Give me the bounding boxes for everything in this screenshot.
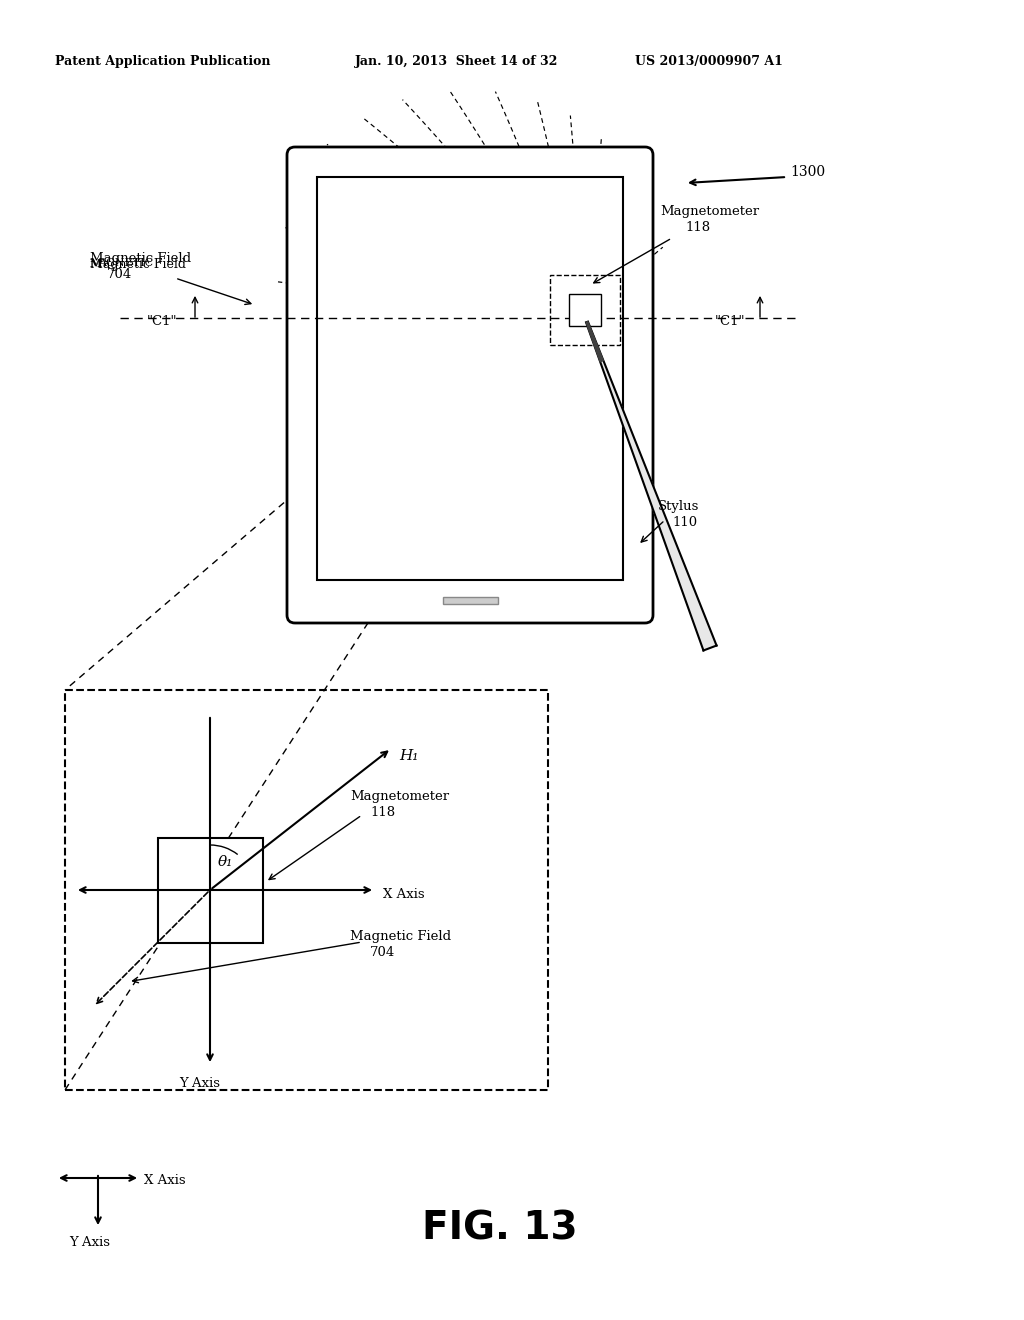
Bar <box>550 275 620 345</box>
Polygon shape <box>586 322 717 651</box>
Bar <box>158 837 262 942</box>
Text: "C1": "C1" <box>715 315 745 327</box>
Text: Magnetometer: Magnetometer <box>660 205 759 218</box>
FancyBboxPatch shape <box>287 147 653 623</box>
Text: X Axis: X Axis <box>383 887 425 900</box>
Text: Y Axis: Y Axis <box>179 1077 220 1090</box>
Bar <box>317 177 623 579</box>
Bar <box>442 597 498 605</box>
Text: Jan. 10, 2013  Sheet 14 of 32: Jan. 10, 2013 Sheet 14 of 32 <box>355 55 558 69</box>
Text: Magnetic Field: Magnetic Field <box>350 931 452 942</box>
Text: 118: 118 <box>685 220 710 234</box>
Text: Magnetometer: Magnetometer <box>350 789 450 803</box>
Text: X Axis: X Axis <box>144 1175 185 1188</box>
Text: M: M <box>90 257 102 269</box>
Text: Stylus: Stylus <box>658 500 699 513</box>
Text: AGNETIC: AGNETIC <box>98 257 157 268</box>
Text: 1300: 1300 <box>790 165 825 180</box>
Text: 704: 704 <box>106 268 132 281</box>
Text: "C1": "C1" <box>147 315 177 327</box>
Text: Patent Application Publication: Patent Application Publication <box>55 55 270 69</box>
Text: FIG. 13: FIG. 13 <box>422 1209 578 1247</box>
Text: 704: 704 <box>370 946 395 960</box>
Text: H₁: H₁ <box>399 750 419 763</box>
Text: Magnetic Field: Magnetic Field <box>90 257 186 271</box>
Text: Y Axis: Y Axis <box>70 1236 111 1249</box>
Bar <box>65 690 548 1090</box>
Text: θ₁: θ₁ <box>218 855 233 869</box>
Text: US 2013/0009907 A1: US 2013/0009907 A1 <box>635 55 783 69</box>
Text: 118: 118 <box>370 807 395 818</box>
Text: 110: 110 <box>672 516 697 529</box>
Bar <box>569 294 601 326</box>
Text: Magnetic Field: Magnetic Field <box>90 252 191 265</box>
Polygon shape <box>586 322 603 362</box>
